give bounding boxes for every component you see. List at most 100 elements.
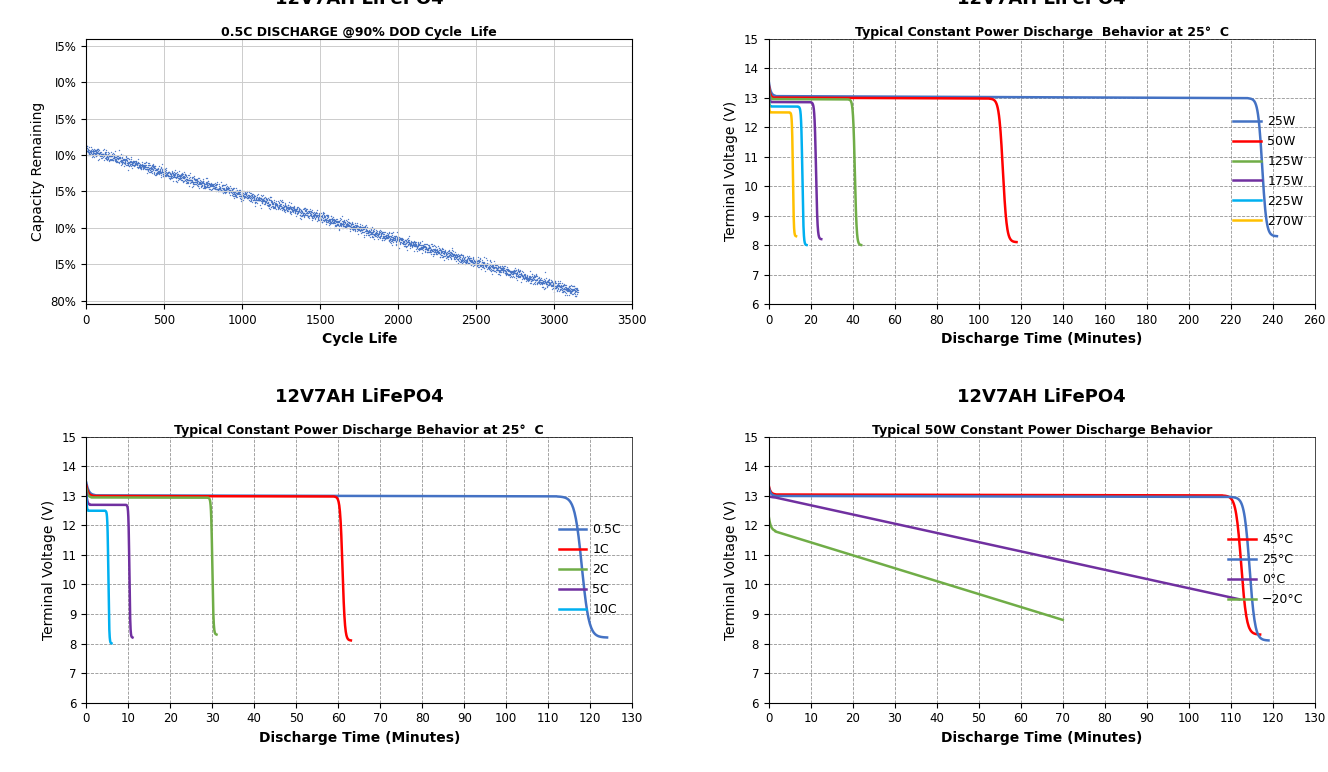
Point bbox=[279, 203, 300, 215]
Point bbox=[211, 184, 232, 196]
Point bbox=[232, 189, 254, 201]
Point bbox=[527, 276, 548, 288]
Point bbox=[538, 276, 559, 288]
Point bbox=[540, 276, 562, 288]
Point bbox=[369, 227, 390, 239]
Point bbox=[539, 278, 560, 290]
Point bbox=[210, 184, 231, 196]
Point bbox=[503, 266, 525, 278]
Point bbox=[408, 240, 429, 252]
Point bbox=[554, 285, 575, 297]
Point bbox=[355, 220, 376, 232]
Point bbox=[438, 244, 459, 256]
Point bbox=[563, 284, 584, 296]
Point bbox=[292, 208, 313, 221]
Point bbox=[139, 164, 161, 176]
Point bbox=[94, 147, 116, 160]
Point bbox=[526, 278, 547, 290]
Point bbox=[202, 180, 223, 192]
Point bbox=[316, 209, 337, 222]
Point bbox=[134, 163, 155, 175]
Point bbox=[101, 149, 122, 161]
Point bbox=[449, 249, 470, 261]
Point bbox=[151, 166, 173, 178]
Point bbox=[458, 252, 479, 264]
Point bbox=[88, 152, 109, 164]
Point bbox=[270, 199, 291, 212]
Point bbox=[396, 237, 417, 249]
Point bbox=[220, 186, 242, 198]
Point bbox=[104, 153, 125, 165]
Point bbox=[499, 268, 521, 280]
Point bbox=[515, 272, 537, 284]
Point bbox=[442, 249, 463, 262]
Point bbox=[416, 242, 437, 254]
Point bbox=[178, 180, 199, 192]
Point bbox=[413, 239, 434, 252]
Point bbox=[474, 257, 495, 269]
Point bbox=[101, 154, 122, 166]
Point bbox=[308, 210, 329, 222]
Point bbox=[420, 244, 441, 256]
Point bbox=[120, 155, 141, 168]
Point bbox=[93, 149, 114, 161]
Point bbox=[420, 244, 441, 256]
Point bbox=[120, 157, 141, 170]
Point bbox=[509, 270, 530, 283]
Point bbox=[425, 242, 446, 255]
Point bbox=[165, 164, 186, 177]
Point bbox=[186, 174, 207, 187]
Point bbox=[76, 140, 97, 152]
Point bbox=[527, 273, 548, 286]
Point bbox=[135, 163, 157, 175]
Point bbox=[153, 170, 174, 182]
Point bbox=[190, 177, 211, 189]
Point bbox=[267, 202, 288, 215]
Point bbox=[218, 187, 239, 199]
Point bbox=[420, 246, 441, 259]
Point bbox=[421, 243, 442, 256]
Point bbox=[566, 282, 587, 294]
Point bbox=[543, 286, 564, 299]
Point bbox=[114, 157, 135, 169]
Point bbox=[514, 272, 535, 284]
Point bbox=[262, 195, 283, 208]
Point bbox=[226, 191, 247, 203]
Point bbox=[255, 195, 276, 207]
Point bbox=[457, 257, 478, 269]
Point bbox=[191, 180, 212, 192]
Point bbox=[235, 188, 256, 201]
Point bbox=[475, 257, 497, 269]
Point bbox=[442, 247, 463, 259]
Point bbox=[117, 154, 138, 166]
Point bbox=[166, 169, 187, 181]
Point bbox=[397, 233, 418, 245]
Point bbox=[155, 171, 177, 183]
25W bbox=[907, 92, 923, 101]
Point bbox=[357, 227, 378, 239]
Point bbox=[478, 260, 499, 273]
Point bbox=[240, 195, 262, 208]
Point bbox=[106, 154, 127, 166]
45°C bbox=[761, 481, 777, 490]
Point bbox=[481, 259, 502, 272]
Point bbox=[278, 201, 299, 214]
Point bbox=[457, 255, 478, 267]
Point bbox=[417, 242, 438, 255]
Point bbox=[153, 168, 174, 180]
Point bbox=[271, 201, 292, 214]
Point bbox=[82, 146, 104, 158]
Point bbox=[244, 191, 266, 203]
Point bbox=[137, 163, 158, 175]
Point bbox=[348, 222, 369, 234]
Point bbox=[400, 237, 421, 249]
Point bbox=[195, 177, 216, 189]
Point bbox=[251, 191, 272, 204]
Point bbox=[562, 283, 583, 296]
Point bbox=[105, 154, 126, 167]
Point bbox=[487, 264, 509, 276]
Point bbox=[145, 160, 166, 172]
Point bbox=[469, 261, 490, 273]
Point bbox=[299, 209, 320, 222]
Point bbox=[529, 271, 550, 283]
